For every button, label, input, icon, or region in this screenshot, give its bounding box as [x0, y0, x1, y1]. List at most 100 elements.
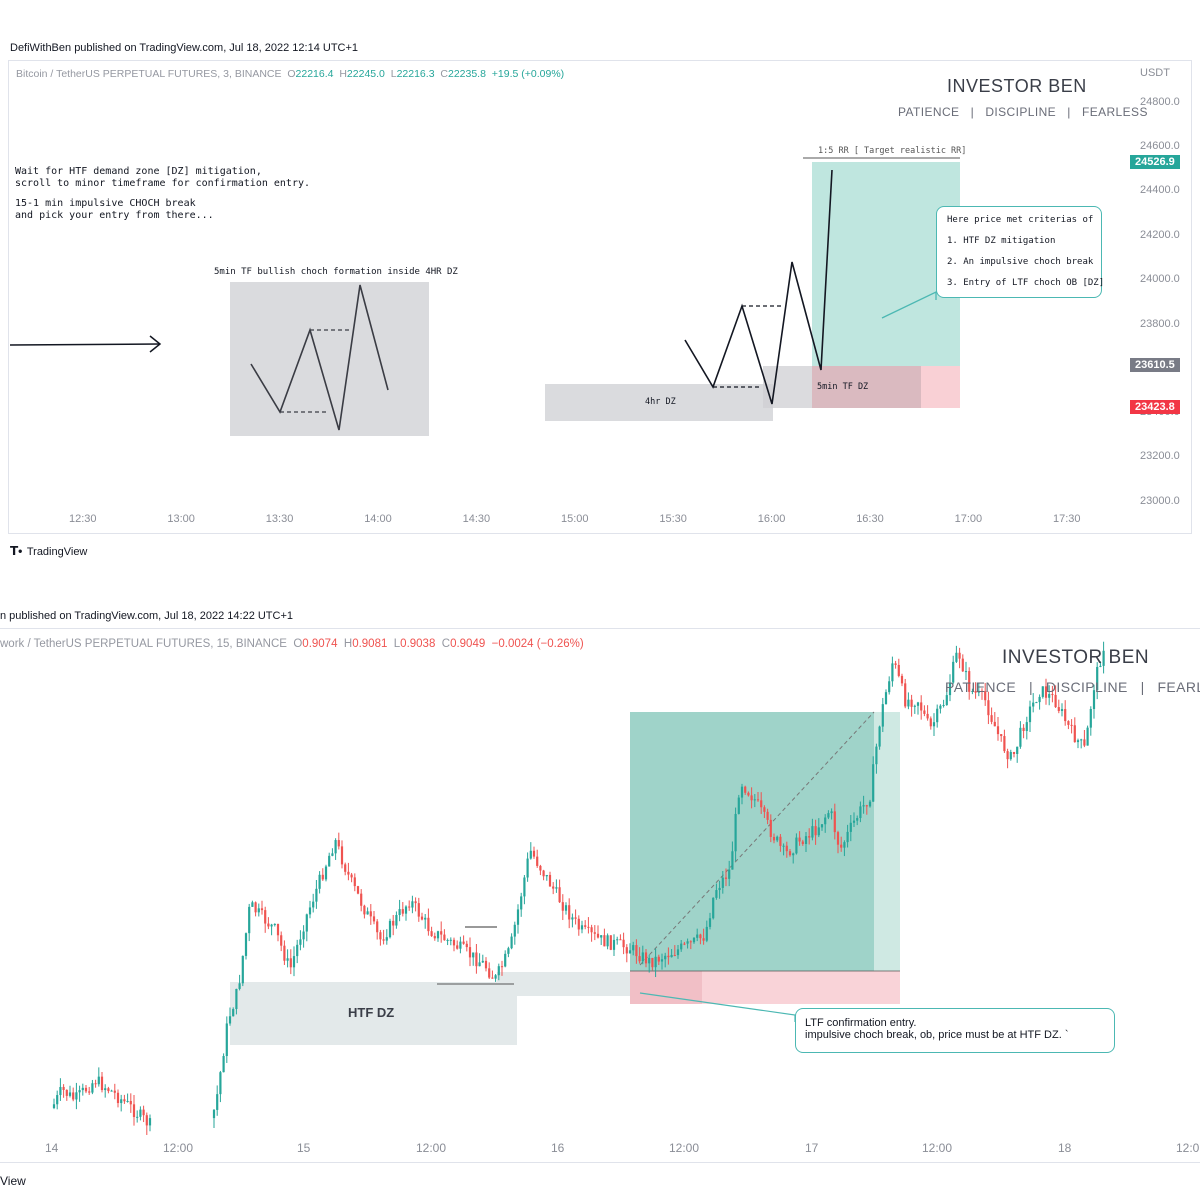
candle-body [929, 718, 932, 727]
candle-body [641, 952, 644, 962]
candle-body [849, 822, 852, 832]
candle-body [785, 845, 788, 852]
candle-body [235, 988, 238, 1010]
time-tick-label: 17:00 [954, 513, 983, 525]
candle-body [337, 840, 340, 847]
entry-callout[interactable]: LTF confirmation entry. impulsive choch … [795, 1008, 1115, 1053]
candle-body [280, 935, 283, 946]
candle-body [561, 902, 564, 911]
candle-body [72, 1092, 75, 1100]
candle-body [430, 931, 433, 937]
candle-body [1076, 740, 1080, 743]
candle-body [568, 905, 571, 920]
candle-body [1000, 734, 1003, 737]
candle-body [363, 905, 366, 915]
candle-body [228, 1016, 232, 1024]
candle-body [635, 945, 638, 957]
candle-body [708, 918, 712, 927]
candle-body [104, 1088, 107, 1091]
time-tick-label: 12:00 [922, 1141, 953, 1155]
candle-body [392, 920, 395, 926]
candle-body [97, 1076, 100, 1085]
candle-body [792, 853, 795, 856]
candle-body [737, 797, 740, 814]
candle-body [881, 704, 884, 727]
candle-body [68, 1092, 72, 1096]
candle-body [388, 920, 392, 938]
candle-body [459, 941, 462, 949]
candle-body [811, 826, 814, 838]
candle-body [148, 1118, 152, 1126]
candle-body [1099, 665, 1102, 667]
target-zone [812, 162, 960, 366]
publish-info-2: n published on TradingView.com, Jul 18, … [0, 610, 294, 622]
candle-body [516, 909, 520, 925]
candle-body [840, 844, 843, 848]
chart-frame-top [8, 60, 1192, 534]
candle-body [1044, 686, 1048, 698]
candle-body [827, 813, 830, 818]
candle-body [289, 958, 292, 968]
zone-4hr-label: 4hr DZ [645, 397, 676, 407]
candle-body [1064, 709, 1067, 722]
candle-body [724, 877, 728, 879]
candle-body [1089, 709, 1092, 728]
candle-body [673, 954, 676, 956]
candle-body [360, 893, 363, 906]
candle-body [603, 935, 606, 947]
candle-body [552, 886, 555, 889]
candle-body [852, 820, 856, 823]
candle-body [59, 1086, 62, 1096]
candle-body [824, 817, 827, 825]
candle-body [971, 691, 974, 693]
candle-body [411, 901, 414, 908]
time-tick-label: 12:0 [1176, 1141, 1200, 1155]
candle-body [1086, 727, 1089, 746]
time-tick-label: 16:30 [856, 513, 884, 525]
candle-body [94, 1083, 97, 1085]
candle-body [296, 944, 299, 957]
candle-body [702, 938, 705, 941]
candle-body [491, 977, 494, 979]
symbol-title: Bitcoin / TetherUS PERPETUAL FUTURES, 3,… [16, 68, 282, 80]
candle-body [916, 702, 920, 706]
candle-body [692, 937, 696, 943]
candle-body [987, 700, 990, 716]
candle-body [984, 691, 987, 701]
candle-body [1003, 736, 1006, 752]
candle-body [254, 902, 257, 913]
time-tick-label: 14:30 [462, 513, 491, 525]
price-tick-label: 24200.0 [1140, 229, 1180, 241]
tradingview-logo-2[interactable]: View [0, 1174, 26, 1188]
criteria-callout[interactable]: Here price met criterias of 1. HTF DZ mi… [936, 206, 1104, 298]
candle-body [900, 675, 904, 684]
candle-body [795, 837, 798, 854]
candle-body [1073, 725, 1076, 743]
candle-body [420, 916, 424, 920]
symbol-legend-2[interactable]: work / TetherUS PERPETUAL FUTURES, 15, B… [0, 638, 584, 650]
candle-body [225, 1023, 228, 1057]
candle-body [961, 658, 964, 672]
candle-body [292, 956, 296, 968]
candle-body [100, 1076, 104, 1091]
candle-body [907, 699, 910, 707]
candle-body [126, 1100, 129, 1102]
candle-body [507, 948, 510, 954]
candle-body [593, 932, 596, 934]
candle-body [622, 939, 625, 948]
close-value: 22235.8 [447, 68, 486, 80]
candle-body [123, 1099, 126, 1102]
candle-body [747, 792, 750, 796]
candle-body [721, 877, 724, 888]
candle-body [260, 908, 264, 911]
symbol-legend[interactable]: Bitcoin / TetherUS PERPETUAL FUTURES, 3,… [16, 68, 565, 80]
tradingview-logo[interactable]: 𝗧• TradingView [10, 544, 88, 558]
time-tick-label: 15:00 [561, 513, 589, 525]
candle-body [91, 1083, 94, 1093]
candle-body [113, 1090, 116, 1093]
candle-body [734, 813, 737, 852]
candle-body [817, 827, 820, 836]
candle-body [980, 690, 984, 692]
candle-body [744, 786, 747, 793]
candle-body [776, 836, 779, 841]
